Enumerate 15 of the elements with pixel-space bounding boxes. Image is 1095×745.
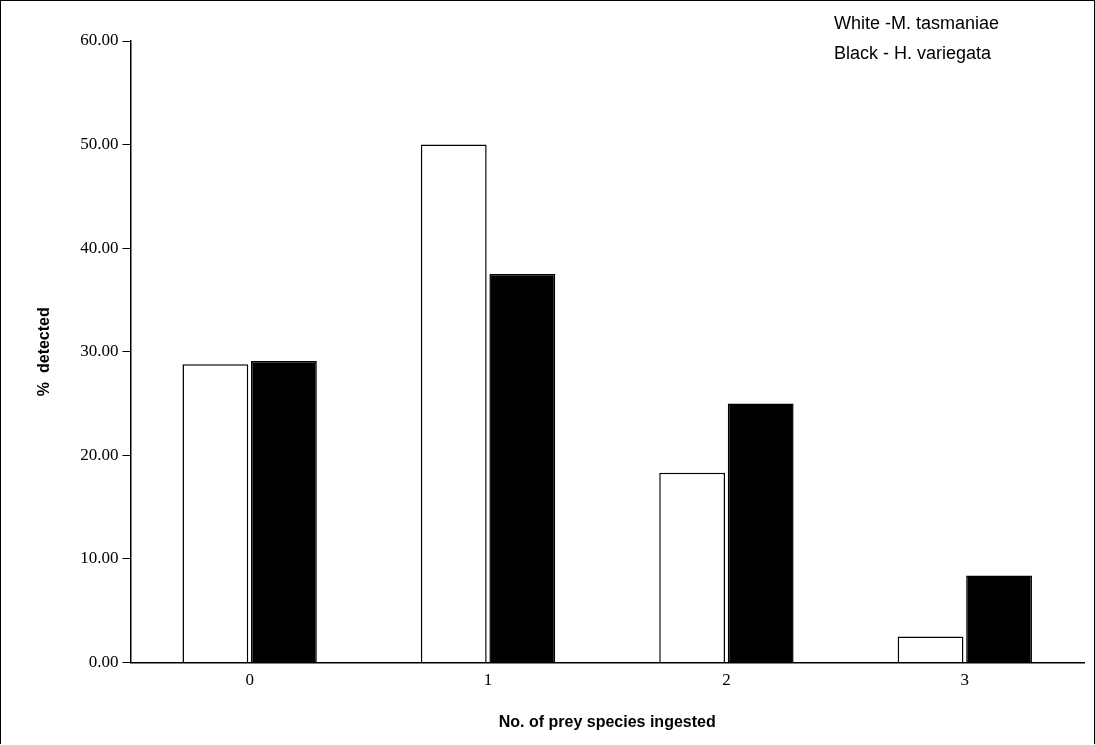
- y-tick-label: 20.00: [80, 444, 119, 464]
- x-tick-label: 3: [960, 670, 970, 690]
- y-tick-label: 40.00: [80, 237, 119, 257]
- x-tick-label: 1: [483, 670, 493, 690]
- y-axis-title: % detected: [35, 307, 53, 397]
- x-tick-label: 2: [722, 670, 731, 690]
- y-tick-label: 50.00: [80, 134, 119, 154]
- y-tick-label: 60.00: [80, 30, 119, 50]
- text: White -M. tasmaniae: [834, 12, 1000, 33]
- annotation: Black - H. variegata: [834, 42, 993, 63]
- x-tick-label: 0: [245, 670, 254, 690]
- x-axis-title: No. of prey species ingested: [498, 712, 716, 730]
- y-tick-label: 10.00: [80, 548, 119, 568]
- y-tick-label: 0.00: [88, 651, 119, 671]
- y-tick-label: 30.00: [80, 341, 119, 361]
